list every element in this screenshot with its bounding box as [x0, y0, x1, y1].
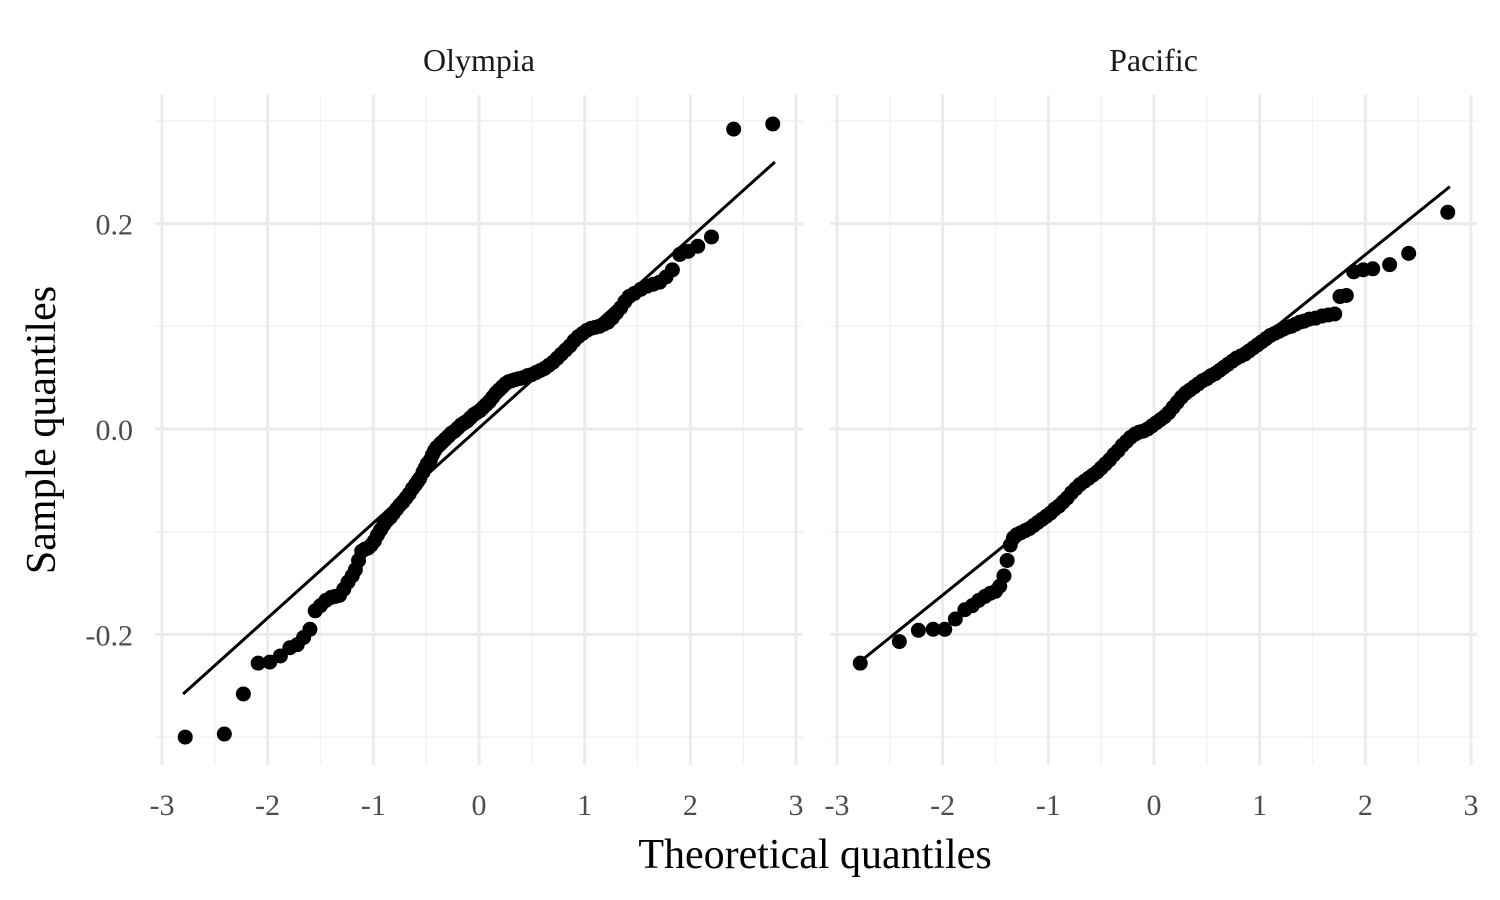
data-point: [235, 686, 251, 702]
x-tick-label: 2: [1358, 789, 1373, 822]
data-point: [937, 621, 953, 637]
x-tick-label: 0: [1147, 789, 1162, 822]
data-point: [1338, 287, 1354, 303]
x-tick-label: -2: [930, 789, 955, 822]
x-tick-label: -2: [255, 789, 280, 822]
data-point: [999, 552, 1015, 568]
data-point: [703, 229, 719, 245]
x-tick-label: -1: [1036, 789, 1061, 822]
data-point: [1440, 204, 1456, 220]
data-point: [1365, 261, 1381, 277]
facet-label-pacific: Pacific: [1109, 42, 1198, 78]
data-point: [1401, 245, 1417, 261]
data-point: [891, 634, 907, 650]
x-tick-label: 3: [789, 789, 804, 822]
x-tick-label: 2: [683, 789, 698, 822]
x-tick-label: 1: [1252, 789, 1267, 822]
data-point: [910, 622, 926, 638]
y-axis-title: Sample quantiles: [19, 286, 65, 574]
data-point: [302, 621, 318, 637]
data-point: [925, 621, 941, 637]
y-tick-label: 0.0: [96, 414, 134, 447]
data-point: [726, 121, 742, 137]
data-point: [664, 262, 680, 278]
panel-pacific: Pacific -3 -2 -1 0 1 2 3: [825, 42, 1479, 822]
x-tick-label: 3: [1464, 789, 1479, 822]
x-tick-label: 0: [472, 789, 487, 822]
y-tick-label: -0.2: [86, 619, 134, 652]
data-point: [852, 655, 868, 671]
data-point: [947, 611, 963, 627]
x-tick-label: -3: [150, 789, 175, 822]
data-point: [996, 568, 1012, 584]
panel-olympia: Olympia -3 -2 -1 0 1 2 3: [150, 42, 804, 822]
facet-label-olympia: Olympia: [423, 42, 535, 78]
x-tick-label: -1: [361, 789, 386, 822]
y-tick-label: 0.2: [96, 209, 134, 242]
data-point: [1382, 257, 1398, 273]
data-point: [765, 116, 781, 132]
data-point: [1327, 306, 1343, 322]
data-point: [690, 238, 706, 254]
x-tick-label: 1: [577, 789, 592, 822]
data-point: [177, 729, 193, 745]
x-tick-label: -3: [825, 789, 850, 822]
x-axis-title: Theoretical quantiles: [638, 832, 991, 878]
data-point: [216, 726, 232, 742]
data-point: [250, 655, 266, 671]
